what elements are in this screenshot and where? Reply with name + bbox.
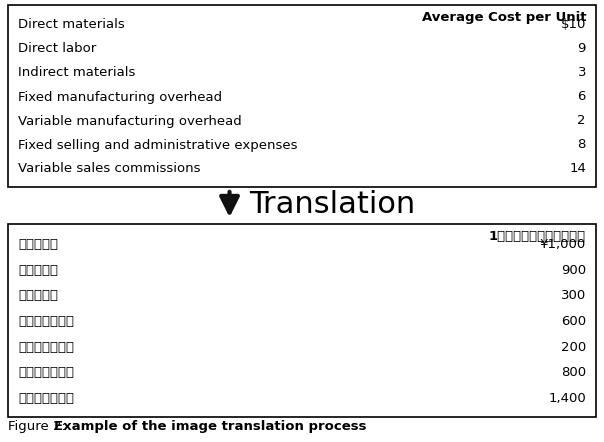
- Text: Indirect materials: Indirect materials: [18, 66, 135, 80]
- Text: 800: 800: [561, 366, 586, 379]
- Text: 1単位あたりの平均コスト: 1単位あたりの平均コスト: [489, 230, 586, 243]
- Text: 3: 3: [577, 66, 586, 80]
- Text: 8: 8: [577, 138, 586, 152]
- Text: Example of the image translation process: Example of the image translation process: [54, 420, 367, 433]
- Text: 9: 9: [577, 42, 586, 56]
- Text: ¥1,000: ¥1,000: [540, 238, 586, 251]
- Text: 固定販売管理費: 固定販売管理費: [18, 366, 74, 379]
- Text: Fixed selling and administrative expenses: Fixed selling and administrative expense…: [18, 138, 298, 152]
- Text: 2: 2: [577, 114, 586, 127]
- Text: 1,400: 1,400: [548, 392, 586, 405]
- Text: 固定製造間接費: 固定製造間接費: [18, 315, 74, 328]
- Text: 直接労働費: 直接労働費: [18, 264, 58, 277]
- Text: 14: 14: [569, 163, 586, 175]
- Bar: [8, 224, 596, 417]
- Text: 変動販売手数料: 変動販売手数料: [18, 392, 74, 405]
- Text: Average Cost per Unit: Average Cost per Unit: [422, 11, 586, 24]
- Text: Direct materials: Direct materials: [18, 19, 125, 31]
- Text: Direct labor: Direct labor: [18, 42, 96, 56]
- Bar: [8, 5, 596, 187]
- Text: Variable sales commissions: Variable sales commissions: [18, 163, 201, 175]
- Text: 600: 600: [561, 315, 586, 328]
- Text: Translation: Translation: [249, 190, 416, 219]
- Text: 300: 300: [561, 290, 586, 302]
- Text: Fixed manufacturing overhead: Fixed manufacturing overhead: [18, 91, 222, 103]
- Text: 間接材料費: 間接材料費: [18, 290, 58, 302]
- Text: Figure 2:: Figure 2:: [8, 420, 70, 433]
- Text: $10: $10: [561, 19, 586, 31]
- Text: Variable manufacturing overhead: Variable manufacturing overhead: [18, 114, 242, 127]
- Text: 変動製造間接費: 変動製造間接費: [18, 341, 74, 354]
- Text: 200: 200: [561, 341, 586, 354]
- Text: 6: 6: [577, 91, 586, 103]
- Text: 900: 900: [561, 264, 586, 277]
- Text: 直接材料費: 直接材料費: [18, 238, 58, 251]
